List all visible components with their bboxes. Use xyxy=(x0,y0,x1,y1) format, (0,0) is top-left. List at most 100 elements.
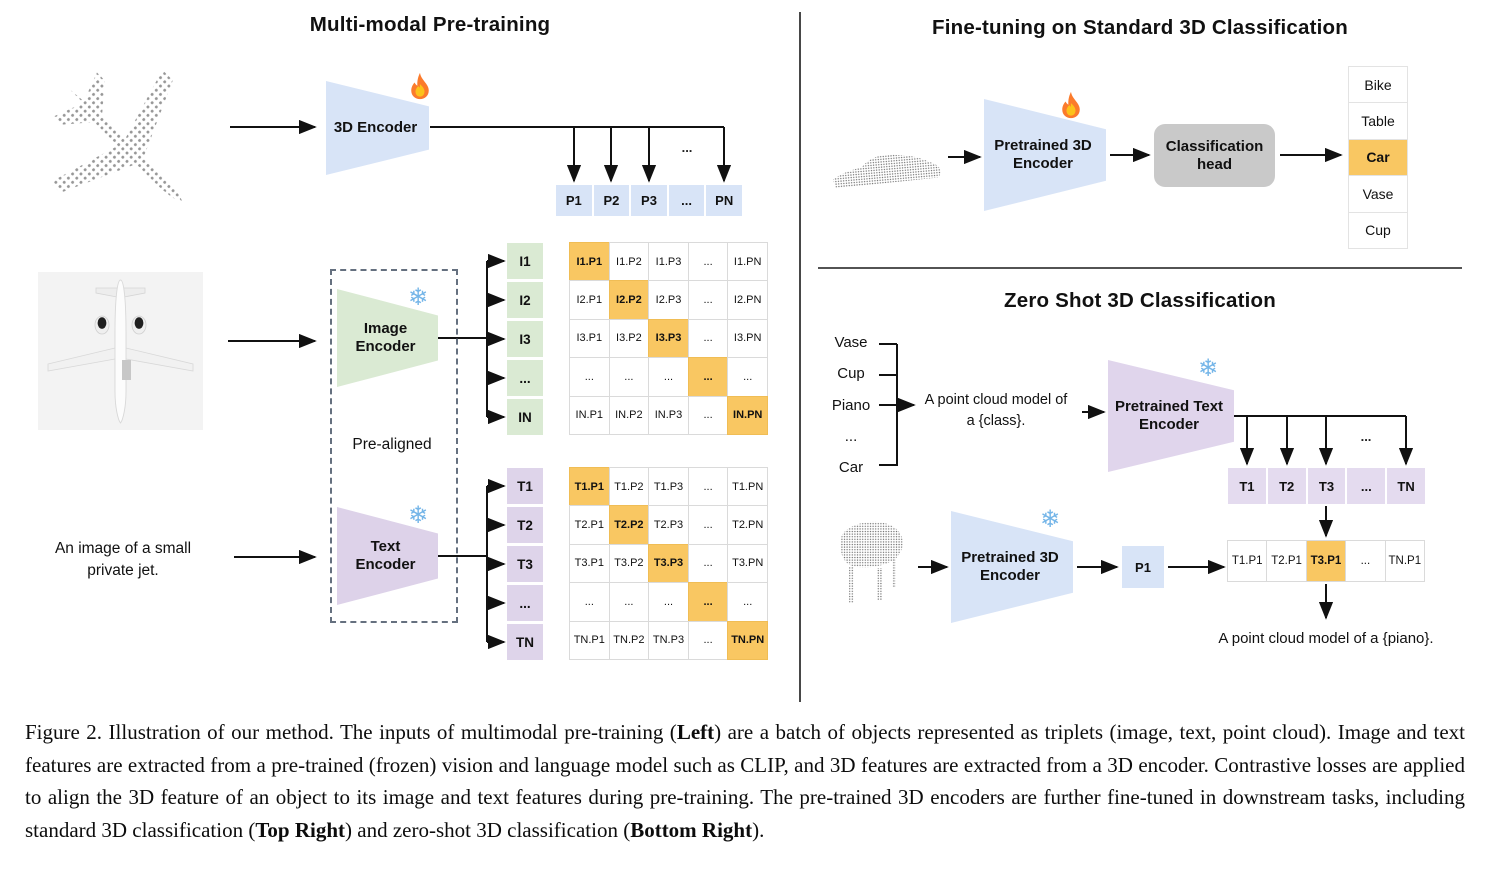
left-panel-title: Multi-modal Pre-training xyxy=(309,13,551,36)
text-encoder-label: Text Encoder xyxy=(355,538,416,573)
matrix-cell: T1.P3 xyxy=(648,467,689,507)
matrix-cell: T2.PN xyxy=(727,505,768,545)
matrix-cell: ... xyxy=(687,318,729,359)
text-feature-cell: T2 xyxy=(507,507,543,543)
similarity-cell: T2.P1 xyxy=(1266,540,1307,582)
matrix-cell: ... xyxy=(608,357,650,397)
matrix-cell: I1.P2 xyxy=(608,242,650,282)
matrix-cell: I3.PN xyxy=(727,318,768,359)
class-cell: Car xyxy=(1348,138,1408,177)
prompt-class-item: ... xyxy=(844,427,858,445)
matrix-cell: I2.P3 xyxy=(648,280,689,320)
image-encoder-label: Image Encoder xyxy=(355,320,416,355)
matrix-cell: IN.PN xyxy=(727,395,768,435)
matrix-cell: I3.P1 xyxy=(569,318,610,359)
matrix-cell: ... xyxy=(569,582,610,622)
p-feature-cell: P1 xyxy=(556,185,592,216)
prompt-class-item: Vase xyxy=(834,334,868,351)
matrix-cell: T2.P2 xyxy=(608,505,650,545)
matrix-cell: T3.P2 xyxy=(608,543,650,584)
text-feature-cell: T2 xyxy=(1267,468,1306,504)
matrix-cell: T1.PN xyxy=(727,467,768,507)
matrix-cell: I2.PN xyxy=(727,280,768,320)
matrix-cell: ... xyxy=(727,582,768,622)
p-feature-cell: P3 xyxy=(631,185,667,216)
classification-head: Classification head xyxy=(1154,124,1275,187)
matrix-cell: I1.P1 xyxy=(569,242,610,282)
matrix-cell: T3.P1 xyxy=(569,543,610,584)
matrix-cell: ... xyxy=(687,582,729,622)
matrix-cell: IN.P3 xyxy=(648,395,689,435)
matrix-cell: ... xyxy=(687,620,729,660)
class-cell: Cup xyxy=(1348,211,1408,249)
snowflake-icon: ❄ xyxy=(1198,354,1219,382)
prompt-class-item: Piano xyxy=(831,396,871,414)
prompt-class-item: Cup xyxy=(837,365,865,383)
top-right-panel-title: Fine-tuning on Standard 3D Classificatio… xyxy=(932,16,1348,39)
image-feature-cell: I2 xyxy=(507,282,543,318)
prompt-class-list: Vase Cup Piano... Car xyxy=(826,334,876,476)
image-feature-cell: IN xyxy=(507,399,543,435)
text-feature-cell: T1 xyxy=(1228,468,1266,504)
matrix-cell: TN.P1 xyxy=(569,620,610,660)
text-feature-cell: T3 xyxy=(507,546,543,582)
pre-aligned-label: Pre-aligned xyxy=(352,436,432,453)
p1-feature-box: P1 xyxy=(1122,546,1164,588)
snowflake-icon: ❄ xyxy=(408,501,429,529)
image-feature-cell: ... xyxy=(507,360,543,396)
text-feature-row: T1 T2 T3... TN xyxy=(1228,468,1425,504)
p-feature-cell: ... xyxy=(668,185,705,216)
similarity-cell: TN.P1 xyxy=(1384,540,1425,582)
class-cell: Table xyxy=(1348,102,1408,140)
text-feature-column: T1 T2 T3... TN xyxy=(507,468,543,660)
matrix-cell: IN.P2 xyxy=(608,395,650,435)
matrix-cell: I3.P3 xyxy=(648,318,689,359)
matrix-cell: T2.P1 xyxy=(569,505,610,545)
pre-aligned-box xyxy=(330,269,458,623)
3d-encoder: 3D Encoder xyxy=(326,81,429,175)
matrix-cell: ... xyxy=(687,395,729,435)
matrix-cell: ... xyxy=(608,582,650,622)
class-cell: Vase xyxy=(1348,175,1408,213)
fire-icon xyxy=(411,72,429,100)
fire-icon xyxy=(1062,91,1080,119)
figure-caption: Figure 2. Illustration of our method. Th… xyxy=(25,720,1465,842)
classification-head-label: Classification head xyxy=(1165,137,1264,173)
pretrained-text-encoder-label: Pretrained Text Encoder xyxy=(1114,398,1224,433)
image-point-similarity-matrix: I1.P1 I1.P2 I1.P3... I1.PN I2.P1 I2.P2 I2.P3..… xyxy=(569,242,768,435)
p-feature-row: P1 P2 P3... PN xyxy=(556,185,742,216)
matrix-cell: T1.P1 xyxy=(569,467,610,507)
pretrained-3d-encoder-zeroshot-label: Pretrained 3D Encoder xyxy=(961,549,1059,584)
text-feature-cell: ... xyxy=(507,585,543,621)
p-feature-cell: P2 xyxy=(593,185,630,216)
class-cell: Bike xyxy=(1348,66,1408,104)
matrix-cell: T1.P2 xyxy=(608,467,650,507)
matrix-cell: ... xyxy=(569,357,610,397)
image-feature-column: I1 I2 I3... IN xyxy=(507,243,543,435)
matrix-cell: ... xyxy=(687,357,729,397)
matrix-cell: I3.P2 xyxy=(608,318,650,359)
matrix-cell: I2.P2 xyxy=(608,280,650,320)
p-feature-cell: PN xyxy=(706,185,742,216)
matrix-cell: T2.P3 xyxy=(648,505,689,545)
matrix-cell: TN.P3 xyxy=(648,620,689,660)
matrix-cell: ... xyxy=(687,242,729,282)
snowflake-icon: ❄ xyxy=(408,283,429,311)
matrix-cell: ... xyxy=(687,280,729,320)
text-feature-cell: T1 xyxy=(507,468,543,504)
zero-shot-result-text: A point cloud model of a {piano}. xyxy=(1218,630,1434,647)
matrix-cell: ... xyxy=(648,357,689,397)
3d-encoder-label: 3D Encoder xyxy=(333,119,418,137)
matrix-cell: TN.PN xyxy=(727,620,768,660)
airplane-point-cloud xyxy=(49,69,184,204)
matrix-cell: T3.PN xyxy=(727,543,768,584)
matrix-cell: ... xyxy=(648,582,689,622)
matrix-cell: ... xyxy=(727,357,768,397)
matrix-cell: ... xyxy=(687,505,729,545)
text-feature-cell: ... xyxy=(1347,468,1386,504)
image-caption-text: An image of a small private jet. xyxy=(54,540,192,579)
matrix-cell: T3.P3 xyxy=(648,543,689,584)
matrix-cell: IN.P1 xyxy=(569,395,610,435)
snowflake-icon: ❄ xyxy=(1040,505,1061,533)
